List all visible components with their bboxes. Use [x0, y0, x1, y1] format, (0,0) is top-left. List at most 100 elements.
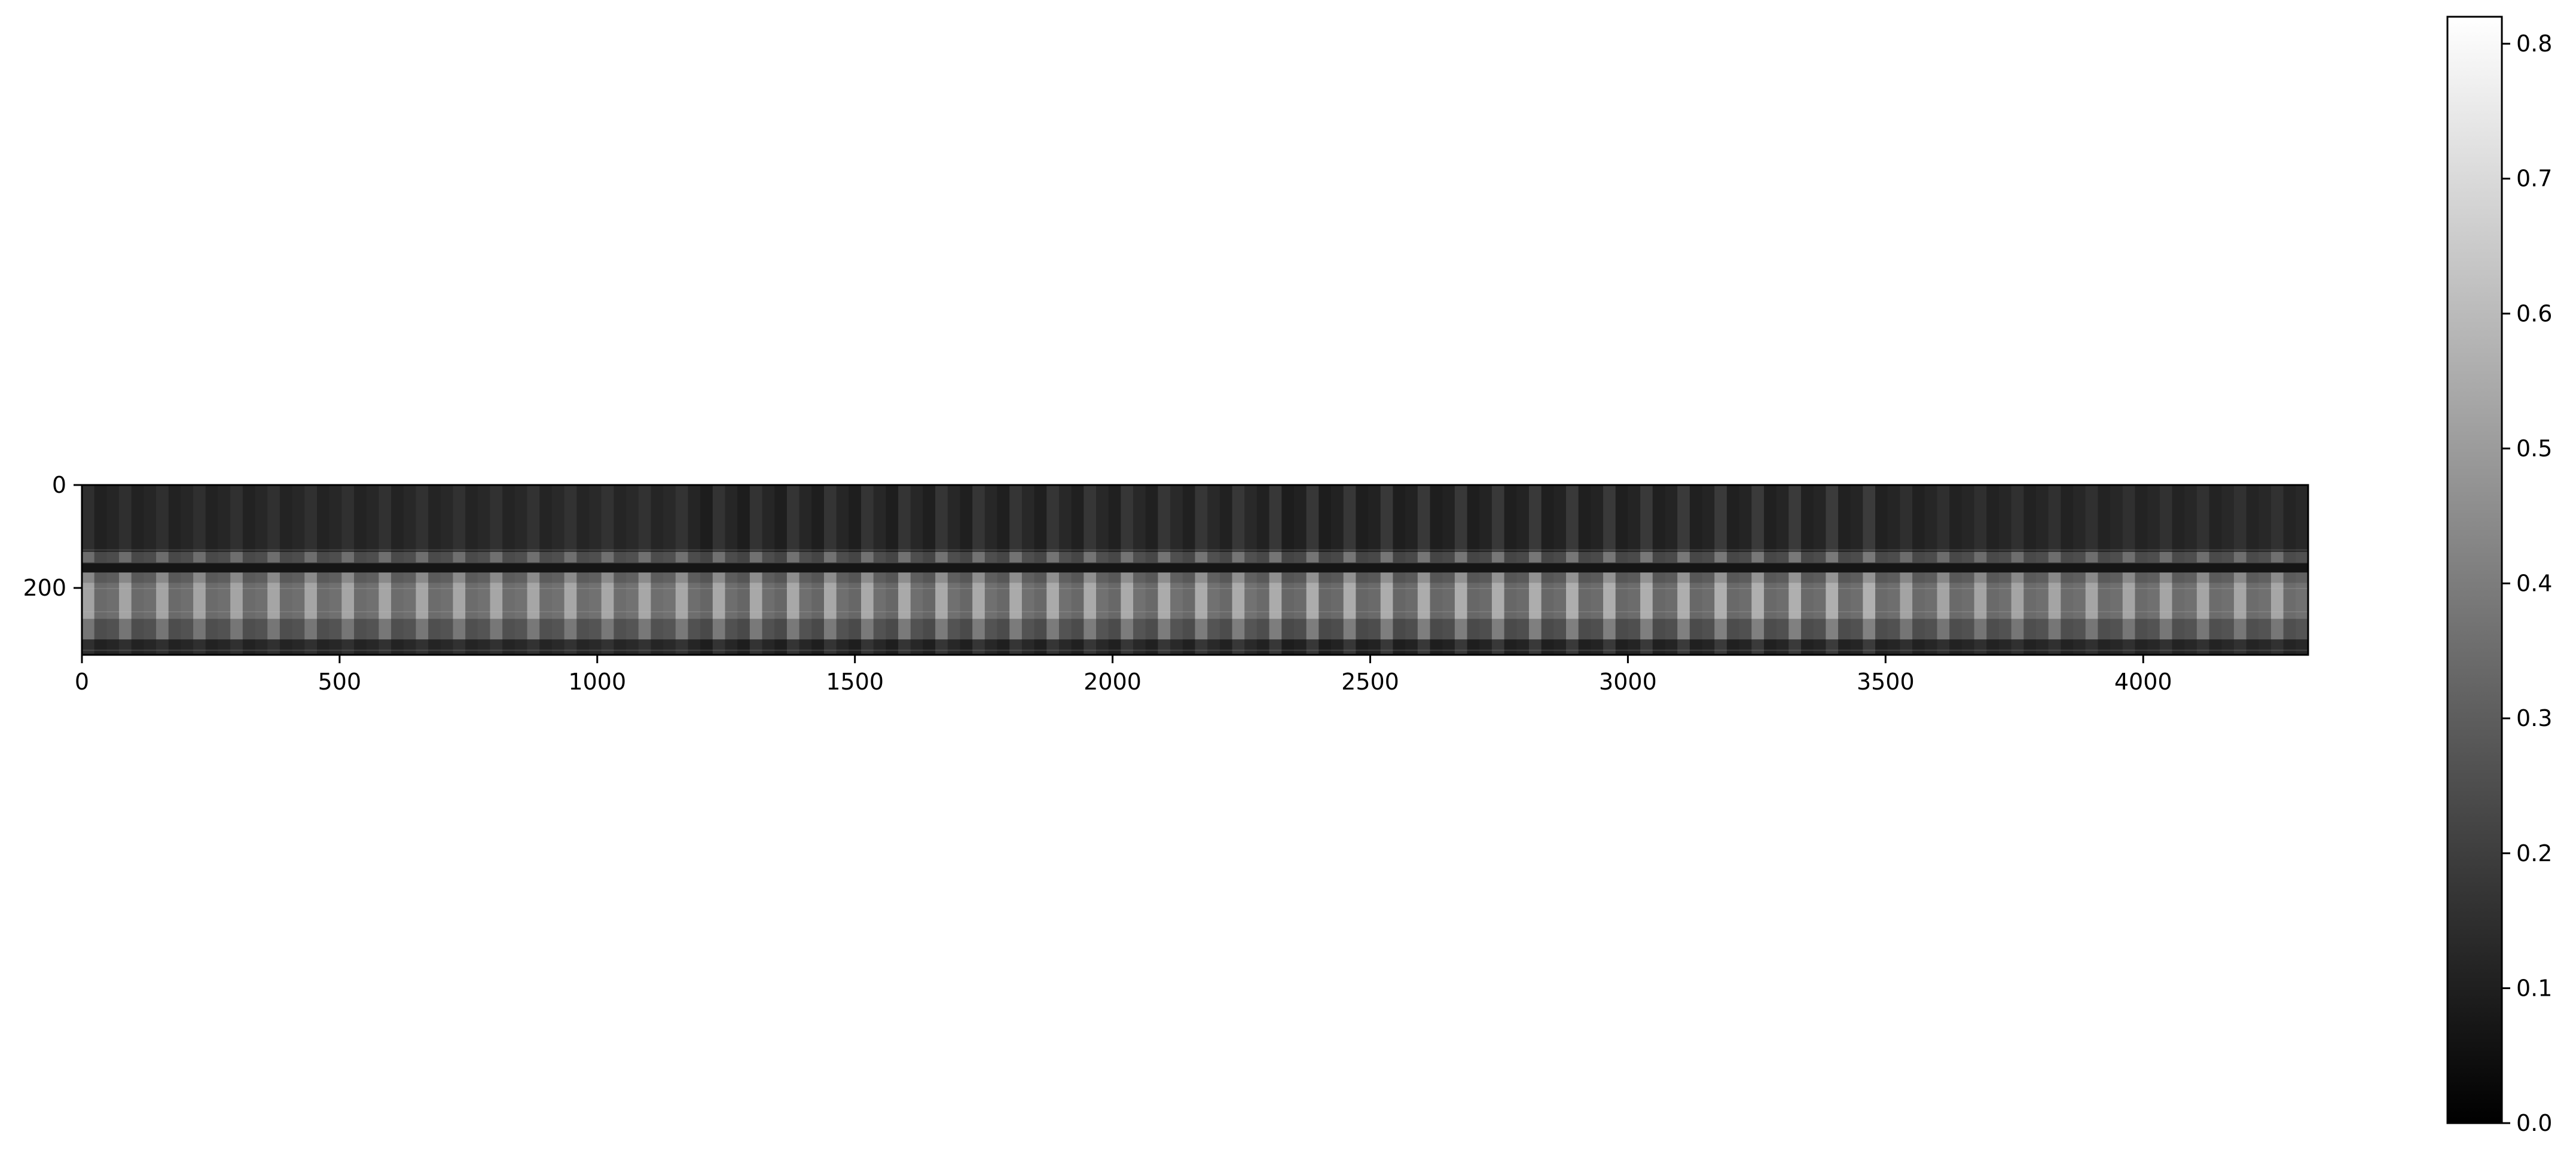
heatmap-cell — [1195, 618, 1208, 640]
heatmap-cell — [1591, 639, 1604, 655]
heatmap-cell — [1096, 582, 1109, 620]
heatmap-cell — [1566, 582, 1579, 620]
heatmap-cell — [1046, 639, 1060, 655]
heatmap-cell — [1949, 485, 1962, 553]
heatmap-cell — [1924, 618, 1938, 640]
heatmap-cell — [1578, 582, 1591, 620]
heatmap-cell — [1368, 618, 1381, 640]
heatmap-cell — [1838, 485, 1851, 553]
heatmap-cell — [1949, 639, 1962, 655]
heatmap-cell — [1393, 582, 1406, 620]
heatmap-cell — [119, 572, 132, 583]
heatmap-cell — [1368, 485, 1381, 553]
heatmap-cell — [527, 582, 540, 620]
heatmap-cell — [1776, 485, 1789, 553]
heatmap-cell — [2011, 639, 2024, 655]
heatmap-cell — [799, 618, 812, 640]
heatmap-cell — [1826, 572, 1839, 583]
heatmap-cell — [1121, 572, 1134, 583]
heatmap-cell — [1603, 582, 1616, 620]
heatmap-cell — [156, 572, 169, 583]
heatmap-cell — [1058, 618, 1072, 640]
heatmap-cell — [379, 582, 392, 620]
heatmap-cell — [1009, 639, 1023, 655]
heatmap-cell — [366, 485, 379, 553]
heatmap-cell — [502, 618, 515, 640]
heatmap-cell — [725, 485, 738, 553]
heatmap-cell — [1726, 572, 1740, 583]
heatmap-cell — [886, 582, 899, 620]
heatmap-cell — [1615, 551, 1629, 563]
heatmap-cell — [1430, 618, 1443, 640]
heatmap-cell — [799, 551, 812, 563]
heatmap-cell — [1454, 551, 1468, 563]
heatmap-cell — [935, 582, 948, 620]
heatmap-cell — [774, 551, 788, 563]
heatmap-cell — [2061, 639, 2074, 655]
heatmap-cell — [1343, 639, 1356, 655]
heatmap-cell — [1937, 582, 1950, 620]
heatmap-cell — [2196, 618, 2210, 640]
heatmap-cell — [1838, 551, 1851, 563]
heatmap-cell — [1850, 582, 1863, 620]
heatmap-cell — [379, 572, 392, 583]
heatmap-cell — [651, 572, 664, 583]
heatmap-cell — [675, 618, 689, 640]
heatmap-cell — [2122, 582, 2136, 620]
heatmap-cell — [1974, 551, 1987, 563]
heatmap-cell — [923, 551, 936, 563]
heatmap-cell — [527, 485, 540, 553]
heatmap-cell — [1430, 485, 1443, 553]
heatmap-cell — [1813, 639, 1826, 655]
heatmap-cell — [1293, 572, 1307, 583]
heatmap-cell — [725, 572, 738, 583]
heatmap-cell — [1133, 582, 1146, 620]
heatmap-cell — [453, 572, 466, 583]
heatmap-cell — [749, 639, 763, 655]
heatmap-cell — [1281, 551, 1295, 563]
heatmap-cell — [106, 639, 120, 655]
heatmap-cell — [700, 572, 713, 583]
heatmap-cell — [972, 582, 985, 620]
heatmap-cell — [564, 582, 577, 620]
heatmap-cell — [1974, 572, 1987, 583]
heatmap-cell — [2023, 618, 2037, 640]
heatmap-cell — [1813, 485, 1826, 553]
heatmap-cell — [1628, 582, 1641, 620]
heatmap-cell — [576, 485, 590, 553]
heatmap-cell — [1739, 639, 1752, 655]
heatmap-cell — [1528, 551, 1542, 563]
heatmap-cell — [1417, 582, 1431, 620]
heatmap-cell — [403, 485, 417, 553]
heatmap-cell — [428, 618, 441, 640]
heatmap-row-line — [82, 562, 2308, 564]
colorbar-tick-label: 0.7 — [2516, 166, 2552, 192]
heatmap-cell — [354, 618, 367, 640]
heatmap-cell — [2035, 572, 2049, 583]
heatmap-cell — [1541, 551, 1554, 563]
heatmap-cell — [477, 551, 491, 563]
heatmap-cell — [1726, 485, 1740, 553]
heatmap-cell — [1776, 572, 1789, 583]
heatmap-cell — [1232, 582, 1245, 620]
heatmap-cell — [947, 618, 961, 640]
heatmap-cell — [2296, 582, 2309, 620]
heatmap-cell — [2296, 551, 2309, 563]
heatmap-cell — [2135, 582, 2148, 620]
heatmap-cell — [1380, 551, 1394, 563]
heatmap-cell — [1924, 639, 1938, 655]
heatmap-cell — [1813, 582, 1826, 620]
heatmap-cell — [292, 485, 305, 553]
heatmap-cell — [1121, 618, 1134, 640]
heatmap-cell — [1924, 582, 1938, 620]
heatmap-cell — [849, 572, 862, 583]
heatmap-cell — [1850, 639, 1863, 655]
heatmap-cell — [1900, 639, 1913, 655]
heatmap-cell — [205, 582, 219, 620]
heatmap-cell — [1281, 639, 1295, 655]
heatmap-cell — [144, 572, 157, 583]
heatmap-cell — [1009, 572, 1023, 583]
heatmap-cell — [230, 618, 243, 640]
heatmap-cell — [1467, 582, 1480, 620]
heatmap-cell — [1553, 485, 1567, 553]
